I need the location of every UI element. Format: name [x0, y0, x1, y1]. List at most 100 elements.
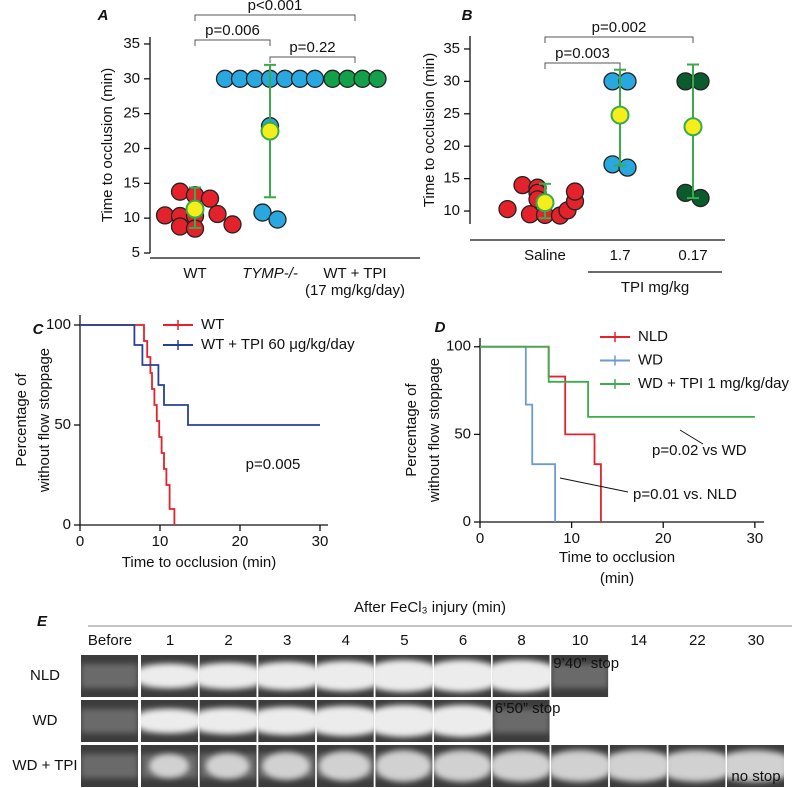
- micrograph: [375, 745, 433, 787]
- data-point: [268, 210, 287, 229]
- x-tick-label: 0: [476, 530, 484, 547]
- column-label: 6: [459, 632, 467, 649]
- comparison-bracket: [544, 62, 621, 69]
- thrombus: [149, 754, 189, 778]
- y-axis-label: Percentage of: [13, 372, 30, 466]
- panel-label: E: [37, 613, 48, 630]
- y-tick-label: 0: [63, 516, 71, 533]
- row-label: NLD: [30, 667, 60, 684]
- y-tick-label: 35: [123, 35, 140, 52]
- micrograph: [199, 745, 257, 787]
- micrograph: [141, 655, 198, 697]
- panel-label: B: [462, 7, 473, 24]
- y-axis-label: without flow stoppage: [36, 348, 53, 493]
- row-label: WD: [33, 712, 58, 729]
- annotation-leader: [679, 429, 704, 445]
- micrograph: [81, 655, 138, 697]
- micrograph: [551, 745, 609, 787]
- mean-point: [535, 193, 555, 213]
- panel-label: C: [33, 321, 45, 338]
- micrograph: [492, 745, 550, 787]
- column-label: 4: [342, 632, 350, 649]
- micrograph: [141, 700, 198, 742]
- column-label: Before: [88, 632, 132, 649]
- micrograph: [258, 745, 316, 787]
- legend-label: WD: [638, 351, 663, 368]
- column-label: 2: [224, 632, 232, 649]
- thrombus: [262, 752, 311, 780]
- data-point: [618, 158, 637, 177]
- y-axis-label: without flow stoppage: [426, 358, 443, 503]
- y-tick-label: 10: [443, 202, 460, 219]
- strip-title: After FeCl₃ injury (min): [354, 599, 506, 616]
- column-label: 14: [630, 632, 647, 649]
- thrombus: [492, 660, 550, 692]
- comparison-bracket: [194, 14, 356, 21]
- y-tick-label: 25: [123, 105, 140, 122]
- comparison-label: p=0.22: [289, 39, 335, 56]
- thrombus: [316, 706, 374, 736]
- micrograph: [375, 700, 433, 742]
- thrombus: [492, 750, 550, 782]
- legend-label: NLD: [638, 328, 668, 345]
- panel-label: D: [435, 319, 446, 336]
- column-label: 5: [400, 632, 408, 649]
- micrograph: [199, 655, 257, 697]
- data-point: [603, 155, 622, 174]
- x-tick-label: 20: [655, 530, 672, 547]
- thrombus: [141, 664, 198, 688]
- data-point: [691, 72, 710, 91]
- data-point: [170, 217, 190, 236]
- data-point: [565, 182, 585, 201]
- legend-label: WD + TPI 1 mg/kg/day: [638, 375, 790, 392]
- column-label: 30: [748, 632, 765, 649]
- x-tick-label: 20: [232, 533, 249, 550]
- micrograph: [668, 745, 726, 787]
- micrograph: [551, 655, 609, 697]
- data-point: [253, 203, 272, 222]
- vessel: [81, 664, 138, 688]
- column-label: 1: [166, 632, 174, 649]
- y-tick-label: 15: [443, 170, 460, 187]
- thrombus: [141, 709, 198, 733]
- mean-point: [260, 121, 280, 141]
- micrograph: [141, 745, 198, 787]
- vessel: [551, 664, 609, 688]
- column-label: 22: [689, 632, 706, 649]
- y-tick-label: 30: [123, 70, 140, 87]
- data-point: [618, 72, 637, 91]
- y-axis-label: Percentage of: [403, 382, 420, 476]
- data-point: [208, 204, 227, 224]
- x-tick-label: 30: [746, 530, 763, 547]
- y-tick-label: 25: [443, 105, 460, 122]
- thrombus: [434, 705, 491, 737]
- x-tick-label: 10: [563, 530, 580, 547]
- comparison-bracket: [544, 36, 694, 43]
- comparison-label: p<0.001: [248, 0, 303, 14]
- x-tick-label: 0.17: [678, 247, 707, 264]
- x-tick-label: TYMP-/-: [242, 265, 298, 282]
- comparison-bracket: [269, 56, 356, 63]
- survival-line: [80, 324, 176, 525]
- thrombus: [609, 750, 667, 782]
- mean-point: [185, 199, 205, 219]
- y-tick-label: 100: [46, 316, 71, 333]
- column-label: 8: [517, 632, 525, 649]
- thrombus: [205, 753, 250, 779]
- y-tick-label: 50: [454, 425, 471, 442]
- comparison-label: p=0.006: [205, 22, 260, 39]
- x-tick-label: 0: [76, 533, 84, 550]
- x-tick-label: WT: [183, 265, 206, 282]
- micrograph: [492, 700, 550, 742]
- data-point: [305, 69, 325, 88]
- x-tick-label: 30: [312, 533, 329, 550]
- group-label: TPI mg/kg: [621, 279, 689, 296]
- thrombus: [199, 708, 257, 734]
- micrograph: [199, 700, 257, 742]
- x-axis-label: (min): [600, 570, 634, 587]
- x-axis-label: Time to occlusion: [559, 549, 675, 566]
- micrograph: [609, 745, 667, 787]
- y-tick-label: 20: [123, 139, 140, 156]
- y-tick-label: 15: [123, 174, 140, 191]
